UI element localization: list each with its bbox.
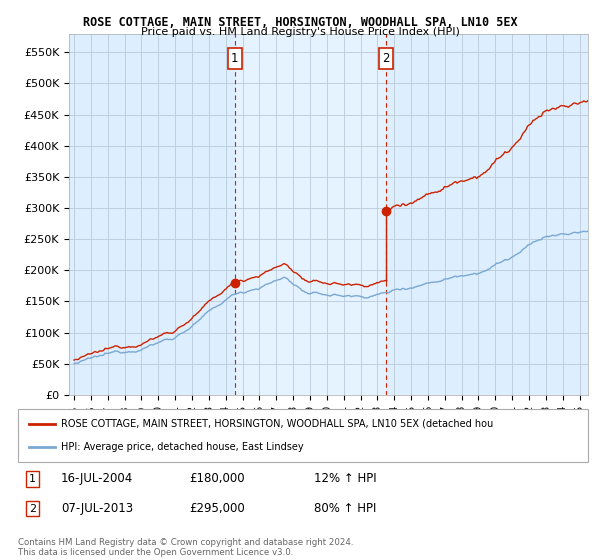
Text: ROSE COTTAGE, MAIN STREET, HORSINGTON, WOODHALL SPA, LN10 5EX (detached hou: ROSE COTTAGE, MAIN STREET, HORSINGTON, W… [61, 419, 493, 429]
Text: 2: 2 [29, 503, 36, 514]
Text: Contains HM Land Registry data © Crown copyright and database right 2024.
This d: Contains HM Land Registry data © Crown c… [18, 538, 353, 557]
Bar [235, 34, 386, 395]
Text: 12% ↑ HPI: 12% ↑ HPI [314, 473, 377, 486]
Text: 16-JUL-2004: 16-JUL-2004 [61, 473, 133, 486]
Text: £295,000: £295,000 [189, 502, 245, 515]
Text: 2: 2 [382, 52, 390, 65]
Text: Price paid vs. HM Land Registry's House Price Index (HPI): Price paid vs. HM Land Registry's House … [140, 27, 460, 37]
Text: HPI: Average price, detached house, East Lindsey: HPI: Average price, detached house, East… [61, 442, 304, 452]
Text: 07-JUL-2013: 07-JUL-2013 [61, 502, 133, 515]
Text: 1: 1 [29, 474, 36, 484]
Text: 1: 1 [231, 52, 239, 65]
Text: £180,000: £180,000 [189, 473, 245, 486]
Text: ROSE COTTAGE, MAIN STREET, HORSINGTON, WOODHALL SPA, LN10 5EX: ROSE COTTAGE, MAIN STREET, HORSINGTON, W… [83, 16, 517, 29]
Text: 80% ↑ HPI: 80% ↑ HPI [314, 502, 377, 515]
